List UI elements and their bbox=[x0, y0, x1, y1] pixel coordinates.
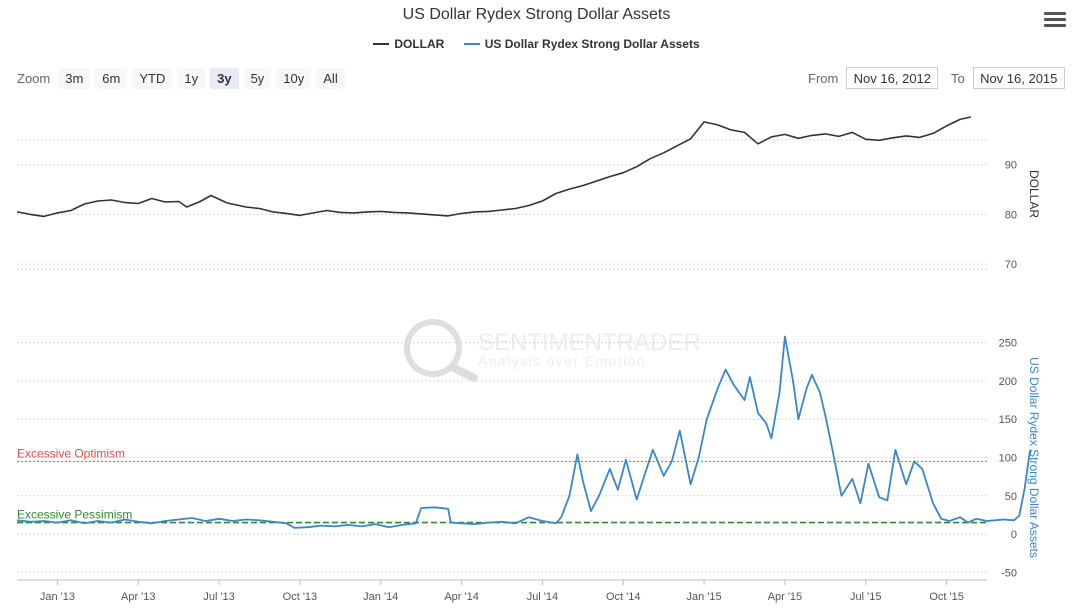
legend-label-dollar: DOLLAR bbox=[394, 37, 445, 51]
y-tick-label-rydex: 50 bbox=[1005, 491, 1017, 503]
y-axis-label-rydex: US Dollar Rydex Strong Dollar Assets bbox=[1027, 357, 1041, 558]
zoom-10y-button[interactable]: 10y bbox=[276, 68, 312, 89]
legend-item-dollar[interactable]: DOLLAR bbox=[373, 37, 444, 51]
zoom-1y-button[interactable]: 1y bbox=[177, 68, 206, 89]
y-tick-label-rydex: 150 bbox=[999, 414, 1017, 426]
legend-swatch-rydex bbox=[463, 43, 480, 45]
y-axis-label-dollar: DOLLAR bbox=[1027, 170, 1041, 218]
to-date-input[interactable] bbox=[972, 67, 1065, 89]
legend-swatch-dollar bbox=[373, 43, 390, 45]
watermark: SENTIMENTRADER Analysis over Emotion bbox=[404, 319, 701, 382]
watermark-logo-icon bbox=[404, 319, 462, 377]
chart-legend: DOLLAR US Dollar Rydex Strong Dollar Ass… bbox=[0, 34, 1073, 51]
watermark-line2: Analysis over Emotion bbox=[478, 353, 646, 369]
zoom-3y-button[interactable]: 3y bbox=[210, 68, 239, 89]
series-lines bbox=[16, 116, 1031, 529]
x-tick-label: Jul '13 bbox=[203, 591, 234, 603]
dollar-series-line[interactable] bbox=[16, 116, 971, 218]
excessive-pessimism-label: Excessive Pessimism bbox=[17, 508, 132, 522]
chart-title: US Dollar Rydex Strong Dollar Assets bbox=[402, 6, 671, 23]
x-tick-label: Jan '14 bbox=[363, 591, 398, 603]
watermark-handle-icon bbox=[448, 363, 478, 382]
legend-item-rydex[interactable]: US Dollar Rydex Strong Dollar Assets bbox=[463, 37, 700, 51]
x-tick-label: Oct '15 bbox=[929, 591, 964, 603]
zoom-controls: Zoom 3m 6m YTD 1y 3y 5y 10y All bbox=[17, 68, 350, 89]
x-tick-label: Jul '14 bbox=[527, 591, 558, 603]
x-tick-label: Apr '15 bbox=[768, 591, 803, 603]
axes: 70 80 90 DOLLAR -50 0 50 100 150 200 250 US Dollar … bbox=[17, 160, 1041, 603]
x-tick-label: Jul '15 bbox=[850, 591, 881, 603]
threshold-lines: Excessive Optimism Excessive Pessimism bbox=[17, 446, 987, 524]
x-tick-label: Jan '13 bbox=[40, 591, 75, 603]
y-tick-label-dollar: 70 bbox=[1005, 259, 1017, 271]
rydex-series-line[interactable] bbox=[16, 335, 1031, 529]
y-tick-label-rydex: 100 bbox=[999, 453, 1017, 465]
zoom-6m-button[interactable]: 6m bbox=[95, 68, 128, 89]
x-tick-label: Jan '15 bbox=[687, 591, 722, 603]
y-tick-label-rydex: 250 bbox=[999, 338, 1017, 350]
from-date-input[interactable] bbox=[846, 67, 939, 89]
y-tick-label-dollar: 80 bbox=[1005, 209, 1017, 221]
zoom-label: Zoom bbox=[17, 71, 51, 86]
gridlines bbox=[17, 139, 987, 573]
x-tick-label: Oct '14 bbox=[606, 591, 641, 603]
y-tick-label-rydex: 0 bbox=[1011, 529, 1017, 541]
y-tick-label-dollar: 90 bbox=[1005, 160, 1017, 172]
range-from: From bbox=[808, 67, 939, 89]
legend-label-rydex: US Dollar Rydex Strong Dollar Assets bbox=[484, 37, 700, 51]
x-tick-label: Apr '13 bbox=[121, 591, 156, 603]
x-tick-label: Apr '14 bbox=[444, 591, 479, 603]
x-tick-label: Oct '13 bbox=[283, 591, 318, 603]
to-label: To bbox=[951, 70, 965, 86]
zoom-ytd-button[interactable]: YTD bbox=[132, 68, 173, 89]
excessive-optimism-label: Excessive Optimism bbox=[17, 446, 125, 460]
range-to: To bbox=[951, 67, 1065, 89]
zoom-5y-button[interactable]: 5y bbox=[243, 68, 272, 89]
y-tick-label-rydex: -50 bbox=[1001, 567, 1017, 579]
zoom-3m-button[interactable]: 3m bbox=[58, 68, 91, 89]
from-label: From bbox=[808, 70, 839, 86]
zoom-all-button[interactable]: All bbox=[316, 68, 345, 89]
y-tick-label-rydex: 200 bbox=[999, 376, 1017, 388]
hamburger-menu-icon[interactable] bbox=[1044, 10, 1066, 30]
